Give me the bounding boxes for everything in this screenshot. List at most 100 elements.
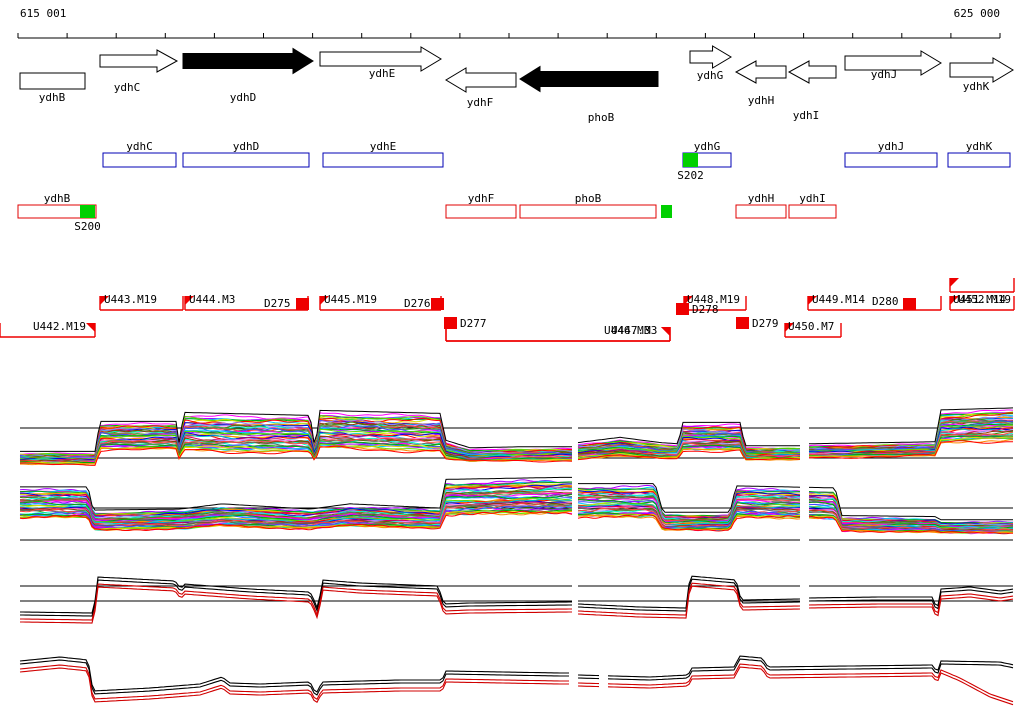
gene-phoB: phoB	[519, 65, 659, 124]
summary-signal-lower	[19, 655, 1014, 706]
transcription-unit-box-label: ydhG	[694, 140, 721, 153]
gene-glyph[interactable]	[99, 49, 179, 73]
segment-flag	[320, 296, 329, 305]
probe-marker-D278[interactable]: D278	[676, 303, 719, 316]
transcription-unit-box-group: ydhC	[102, 140, 177, 168]
segment-label: U450.M7	[788, 320, 834, 333]
gene-ydhC: ydhC	[99, 49, 179, 94]
transcription-unit-box[interactable]	[322, 152, 444, 168]
gene-ydhI: ydhI	[787, 60, 837, 122]
signal-line-black	[20, 578, 1014, 617]
segment-flag	[86, 323, 95, 332]
probe-segment-track: U443.M19 U444.M3 U445.M19 U448.M19 U449.M14 U…	[0, 278, 1015, 342]
segment-flag	[808, 296, 817, 305]
gene-label: ydhE	[369, 67, 396, 80]
segment-flag	[950, 296, 959, 305]
gene-label: ydhG	[697, 69, 724, 82]
site-marker[interactable]	[80, 205, 95, 218]
transcription-unit-box[interactable]	[102, 152, 177, 168]
gene-extent-box-label: ydhI	[799, 192, 826, 205]
gene-extent-box[interactable]	[445, 204, 517, 219]
segment-label: U452.M19	[958, 293, 1011, 306]
probe-segment-U443.M19[interactable]: U443.M19	[99, 293, 184, 311]
probe-segment-U449.M14[interactable]: U449.M14	[807, 293, 942, 311]
site-marker[interactable]	[661, 205, 672, 218]
gene-extent-box[interactable]	[519, 204, 657, 219]
gene-glyph[interactable]	[19, 72, 86, 90]
segment-flag	[185, 296, 194, 305]
gene-extent-box-label: ydhB	[44, 192, 71, 205]
transcription-unit-box[interactable]	[947, 152, 1011, 168]
marker-box[interactable]	[736, 317, 749, 329]
probe-marker-D277[interactable]: D277	[444, 317, 487, 330]
segment-label: U446.M3	[604, 324, 650, 337]
transcription-unit-box-label: ydhK	[966, 140, 993, 153]
gene-glyph[interactable]	[787, 60, 837, 84]
ruler	[17, 33, 1001, 39]
probe-segment-U448.M19[interactable]: U448.M19	[683, 293, 747, 311]
gene-ydhK: ydhK	[949, 57, 1014, 93]
segment-flag	[684, 296, 693, 305]
gene-glyph[interactable]	[949, 57, 1014, 83]
gene-glyph[interactable]	[182, 47, 314, 75]
gene-extent-box-group: S200 ydhB	[17, 192, 101, 233]
gene-glyph[interactable]	[319, 46, 442, 72]
transcription-unit-box-label: ydhD	[233, 140, 260, 153]
gene-extent-box[interactable]	[788, 204, 837, 219]
marker-box[interactable]	[903, 298, 916, 310]
gene-ydhJ: ydhJ	[844, 50, 942, 81]
segment-label: D276	[404, 297, 431, 310]
probe-segment-U447.M3[interactable]: U447.M3	[445, 324, 671, 342]
gene-ydhF: ydhF	[445, 67, 517, 109]
segment-label: D277	[460, 317, 487, 330]
site-label: S202	[677, 169, 704, 182]
marker-box[interactable]	[431, 298, 444, 310]
probe-segment-U444.M3[interactable]: U444.M3	[184, 293, 309, 311]
transcription-unit-box-group: ydhE	[322, 140, 444, 168]
gene-label: ydhI	[793, 109, 820, 122]
segment-label: D275	[264, 297, 291, 310]
segment-label: U447.M3	[611, 324, 657, 337]
site-marker[interactable]	[683, 153, 698, 167]
gene-extent-box[interactable]	[17, 204, 97, 219]
gene-extent-box-label: ydhF	[468, 192, 495, 205]
signal-line-red	[19, 663, 1014, 703]
probe-intensity-bundle-bottom	[19, 476, 1014, 541]
gene-extent-box[interactable]	[735, 204, 787, 219]
gene-label: ydhC	[114, 81, 141, 94]
probe-segment-U445.M19[interactable]: U445.M19	[319, 293, 442, 311]
gene-glyph[interactable]	[844, 50, 942, 76]
segment-label: D280	[872, 295, 899, 308]
probe-segment-U452.M19[interactable]: U452.M19	[949, 278, 1015, 306]
gene-glyph[interactable]	[519, 65, 659, 93]
gene-label: ydhD	[230, 91, 257, 104]
probe-marker-D275[interactable]: D275	[264, 297, 309, 310]
segment-flag	[785, 323, 794, 332]
probe-marker-D279[interactable]: D279	[736, 317, 779, 330]
signal-line	[19, 440, 1014, 466]
gene-glyph[interactable]	[734, 60, 787, 84]
transcription-unit-box-group: ydhD	[182, 140, 310, 168]
transcription-unit-box[interactable]	[844, 152, 938, 168]
gene-extent-box-group: ydhH	[735, 192, 787, 219]
probe-segment-U451.M14[interactable]: U451.M14	[949, 293, 1015, 311]
marker-box[interactable]	[444, 317, 457, 329]
signal-line-red	[19, 666, 1014, 706]
gene-glyph[interactable]	[445, 67, 517, 93]
marker-box[interactable]	[296, 298, 309, 310]
probe-segment-U442.M19[interactable]: U442.M19	[0, 320, 96, 338]
gene-glyph[interactable]	[689, 45, 732, 69]
probe-segment-U450.M7[interactable]: U450.M7	[784, 320, 842, 338]
probe-marker-D276[interactable]: D276	[404, 297, 444, 310]
gene-extent-box-group: phoB	[519, 192, 657, 219]
segment-flag	[950, 278, 959, 287]
segment-label: U444.M3	[189, 293, 235, 306]
gene-extent-box-group: ydhI	[788, 192, 837, 219]
gene-label: ydhK	[963, 80, 990, 93]
ruler-start-label: 615 001	[20, 7, 66, 20]
probe-marker-D280[interactable]: D280	[872, 295, 916, 310]
marker-box[interactable]	[676, 303, 689, 315]
transcription-unit-box[interactable]	[182, 152, 310, 168]
segment-label: U449.M14	[812, 293, 865, 306]
